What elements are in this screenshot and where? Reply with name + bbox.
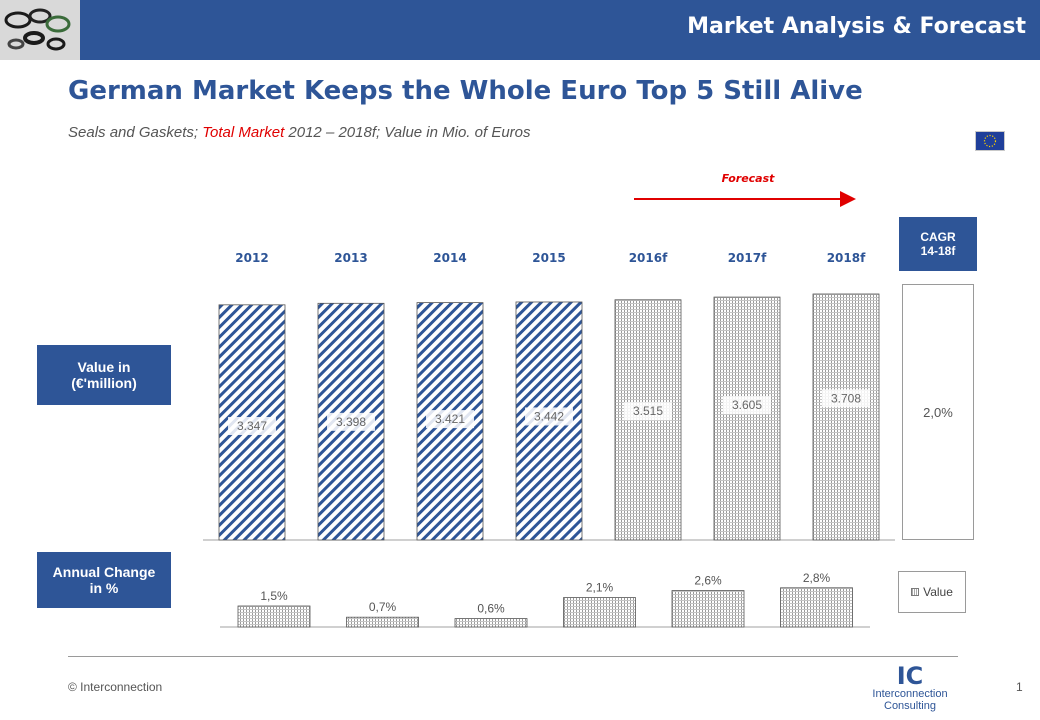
value-bar	[812, 293, 880, 541]
value-label-box: Value in (€'million)	[37, 345, 171, 405]
year-label: 2012	[235, 251, 268, 265]
change-data-label: 2,8%	[803, 571, 831, 585]
year-label: 2013	[334, 251, 367, 265]
value-data-label: 3.347	[237, 419, 267, 433]
value-bar	[713, 296, 781, 541]
subtitle-highlight: Total Market	[202, 124, 285, 141]
value-label-bg	[723, 396, 771, 415]
value-label-bg	[822, 389, 870, 408]
value-label-bg	[228, 417, 276, 435]
header-bar	[0, 0, 1040, 60]
change-data-label: 0,6%	[477, 602, 505, 616]
value-data-label: 3.421	[435, 412, 465, 426]
interconnection-logo: IC Interconnection Consulting	[860, 662, 960, 712]
annual-change-label-text: Annual Change in %	[52, 564, 156, 596]
change-data-label: 2,6%	[694, 574, 722, 588]
year-label: 2016f	[629, 251, 668, 265]
legend: Value	[898, 571, 966, 613]
subtitle-suffix: 2012 – 2018f; Value in Mio. of Euros	[284, 124, 531, 141]
value-data-label: 3.398	[336, 415, 366, 429]
logo-line-2: Consulting	[884, 700, 936, 712]
change-bar	[237, 605, 311, 628]
subtitle: Seals and Gaskets; Total Market 2012 – 2…	[68, 124, 531, 141]
cagr-panel	[902, 284, 974, 540]
value-label-text: Value in (€'million)	[71, 359, 137, 391]
annual-change-label-box: Annual Change in %	[37, 552, 171, 608]
footer-divider	[68, 656, 958, 657]
subtitle-prefix: Seals and Gaskets;	[68, 124, 203, 141]
change-bar	[454, 618, 528, 628]
change-bar	[671, 590, 745, 628]
value-label-bg	[525, 407, 573, 426]
legend-label: Value	[923, 585, 953, 599]
value-label-bg	[327, 412, 375, 431]
footer-copyright: © Interconnection	[68, 680, 163, 694]
change-bar	[346, 616, 419, 628]
logo-mark: IC	[896, 662, 924, 690]
seal-rings-icon	[0, 0, 80, 60]
change-data-label: 1,5%	[260, 589, 288, 603]
value-label-bg	[624, 402, 672, 421]
year-label: 2018f	[827, 251, 866, 265]
logo-line-1: Interconnection	[872, 688, 948, 700]
page-number: 1	[1016, 680, 1023, 694]
header-title: Market Analysis & Forecast	[687, 14, 1026, 39]
value-data-label: 3.442	[534, 409, 564, 423]
change-data-label: 0,7%	[369, 600, 397, 614]
value-data-label: 3.708	[831, 391, 861, 405]
cagr-value: 2,0%	[923, 405, 953, 420]
year-label: 2014	[433, 251, 466, 265]
legend-swatch	[911, 588, 920, 596]
year-label: 2015	[532, 251, 565, 265]
cagr-title-text: CAGR 14-18f	[920, 230, 956, 258]
change-bar	[780, 587, 853, 628]
value-label-bg	[426, 410, 474, 429]
value-data-label: 3.605	[732, 398, 762, 412]
page-title: German Market Keeps the Whole Euro Top 5…	[68, 76, 863, 106]
eu-flag-icon	[975, 131, 1005, 151]
forecast-label: Forecast	[722, 172, 776, 185]
change-data-label: 2,1%	[586, 581, 614, 595]
value-data-label: 3.515	[633, 404, 663, 418]
cagr-title-box: CAGR 14-18f	[899, 217, 977, 271]
year-label: 2017f	[728, 251, 767, 265]
change-bar	[563, 597, 636, 628]
